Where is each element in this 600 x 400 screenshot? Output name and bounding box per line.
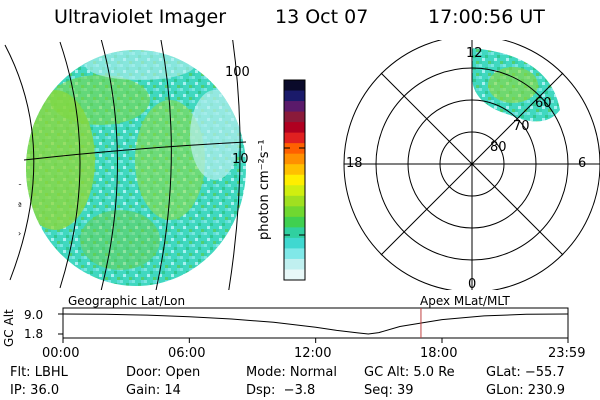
geographic-image: ¯ ª › — [4, 40, 247, 290]
date-label: 13 Oct 07 — [275, 6, 369, 28]
timeline-ytick-bottom: 1.8 — [24, 327, 44, 341]
svg-text:›: › — [18, 229, 21, 238]
polar-plot — [343, 40, 600, 290]
info-door: Door: Open — [126, 365, 201, 380]
colorbar-swatch — [284, 269, 305, 281]
timeline-xtick-3: 18:00 — [420, 346, 458, 361]
colorbar-swatch — [284, 153, 305, 165]
altitude-timeline — [58, 307, 569, 343]
info-mode: Mode: Normal — [246, 365, 337, 380]
lat-label-70: 70 — [513, 119, 530, 134]
mlt-label-0: 0 — [468, 277, 477, 292]
altitude-line — [62, 313, 569, 335]
colorbar-swatch — [284, 174, 305, 186]
timeline-xtick-1: 06:00 — [168, 346, 206, 361]
mlt-label-18: 18 — [346, 156, 363, 171]
mlt-label-6: 6 — [578, 156, 587, 171]
instrument-title: Ultraviolet Imager — [54, 6, 227, 28]
colorbar-swatch — [284, 216, 305, 228]
colorbar-tick-100: 100 — [225, 65, 250, 80]
timeline-left-title: Geographic Lat/Lon — [68, 294, 186, 308]
lat-label-60: 60 — [535, 96, 552, 111]
timeline-ytick-top: 9.0 — [24, 308, 44, 322]
info-gc-alt: GC Alt: 5.0 Re — [364, 365, 455, 380]
colorbar-swatch — [284, 132, 305, 144]
colorbar-swatch — [284, 185, 305, 197]
colorbar-swatch — [284, 101, 305, 113]
info-ip: IP: 36.0 — [10, 383, 60, 398]
svg-text:ª: ª — [18, 201, 22, 210]
info-filter: Flt: LBHL — [10, 365, 68, 380]
colorbar-swatch — [284, 80, 305, 92]
color-bar — [283, 79, 306, 281]
colorbar-swatch — [284, 258, 305, 270]
timeline-axis-label: GC Alt — [2, 309, 16, 347]
colorbar-swatch — [284, 237, 305, 249]
colorbar-swatch — [284, 248, 305, 260]
info-seq: Seq: 39 — [364, 383, 414, 398]
timeline-xtick-4: 23:59 — [548, 346, 586, 361]
colorbar-swatch — [284, 227, 305, 239]
colorbar-swatch — [284, 164, 305, 176]
colorbar-swatch — [284, 143, 305, 155]
colorbar-swatch — [284, 111, 305, 123]
info-glon: GLon: 230.9 — [486, 383, 566, 398]
mlt-label-12: 12 — [466, 46, 483, 61]
info-gain: Gain: 14 — [126, 383, 181, 398]
colorbar-swatch — [284, 122, 305, 134]
colorbar-swatch — [284, 206, 305, 218]
colorbar-swatch — [284, 90, 305, 102]
info-glat: GLat: −55.7 — [486, 365, 565, 380]
colorbar-swatch — [284, 195, 305, 207]
info-dsp: Dsp: −3.8 — [246, 383, 316, 398]
time-label: 17:00:56 UT — [428, 6, 545, 28]
colorbar-unit-label: photon cm⁻²s⁻¹ — [257, 139, 272, 240]
timeline-xtick-0: 00:00 — [42, 346, 80, 361]
lat-label-80: 80 — [490, 140, 507, 155]
svg-text:¯: ¯ — [18, 183, 22, 192]
timeline-right-title: Apex MLat/MLT — [420, 294, 510, 308]
colorbar-tick-10: 10 — [232, 152, 249, 167]
timeline-xtick-2: 12:00 — [294, 346, 332, 361]
